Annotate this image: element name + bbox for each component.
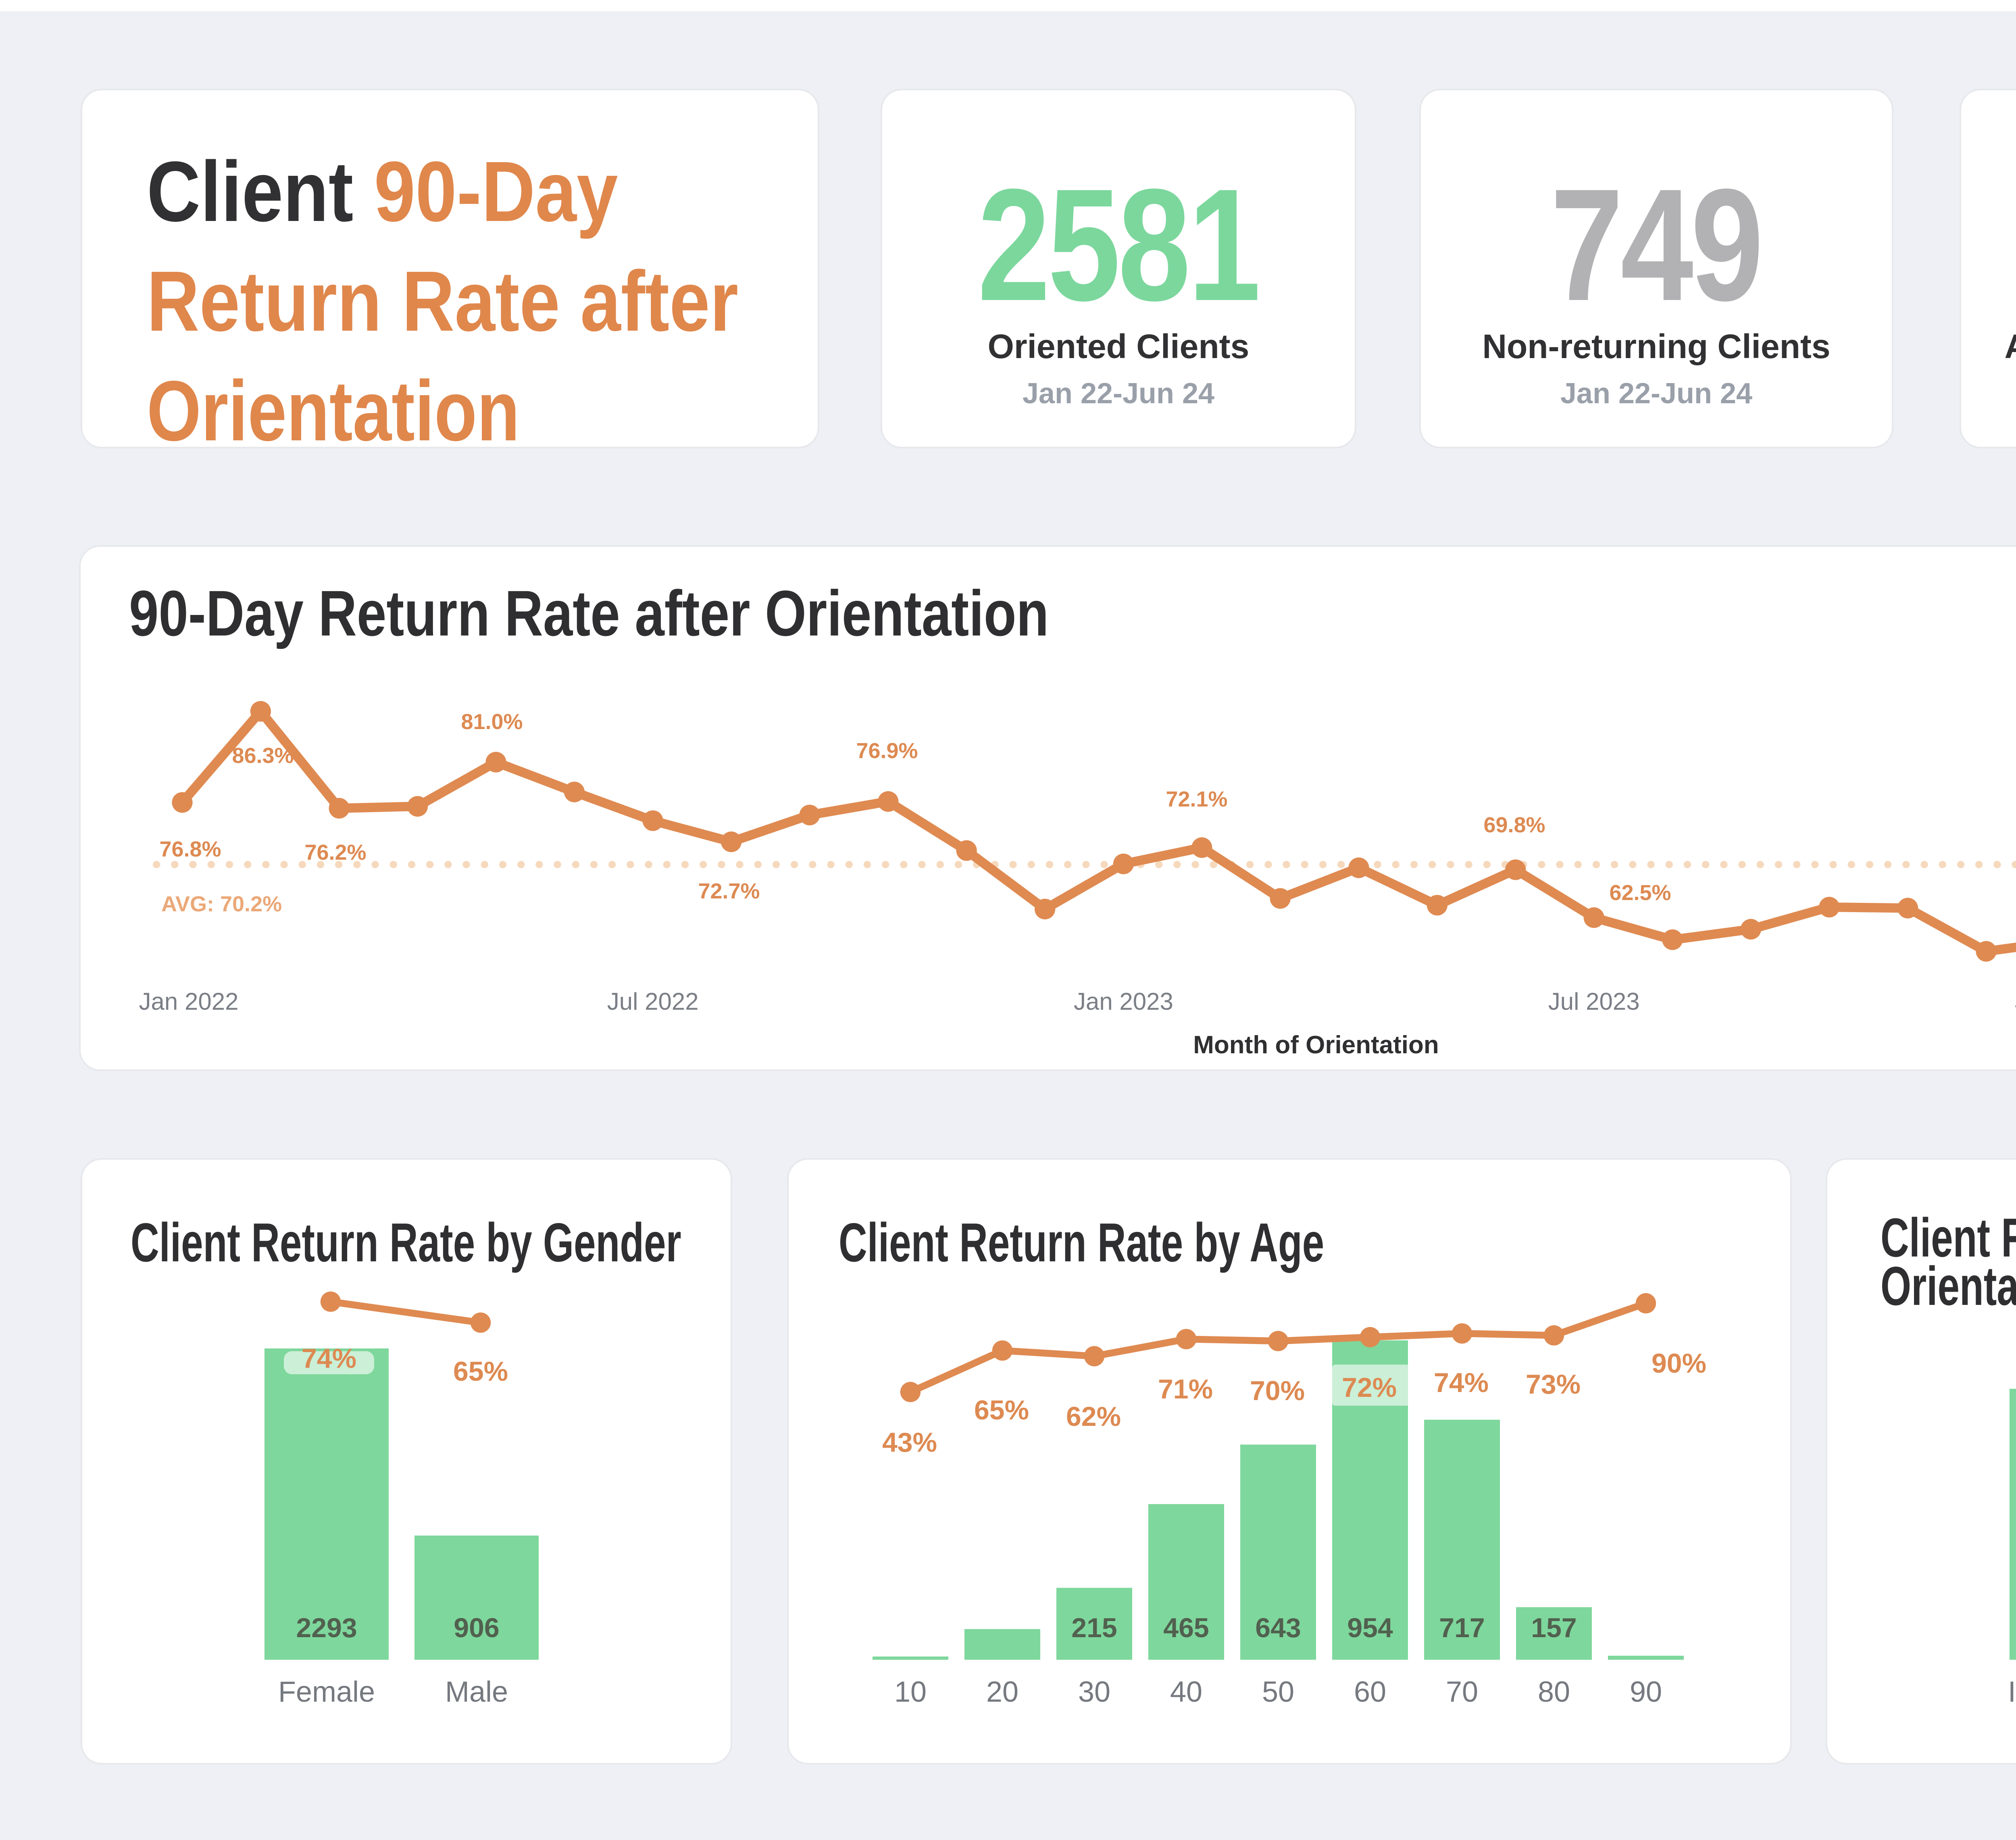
svg-text:90%: 90% — [1652, 1348, 1706, 1379]
svg-text:70: 70 — [1446, 1676, 1478, 1708]
svg-text:65%: 65% — [974, 1395, 1029, 1425]
svg-text:Jan 2023: Jan 2023 — [1074, 988, 1173, 1015]
svg-text:In-person: In-person — [2008, 1676, 2016, 1708]
svg-text:43%: 43% — [882, 1427, 937, 1458]
svg-text:954: 954 — [1347, 1613, 1393, 1643]
svg-text:80: 80 — [1538, 1676, 1570, 1708]
svg-text:62%: 62% — [1066, 1401, 1121, 1432]
svg-text:81.0%: 81.0% — [461, 710, 523, 734]
svg-text:74%: 74% — [302, 1343, 356, 1374]
svg-text:74%: 74% — [1434, 1367, 1489, 1398]
svg-text:Male: Male — [445, 1676, 508, 1708]
svg-text:2293: 2293 — [296, 1613, 357, 1643]
svg-text:Female: Female — [278, 1676, 375, 1708]
svg-text:Jan 2024: Jan 2024 — [2015, 988, 2016, 1015]
svg-text:AVG: 70.2%: AVG: 70.2% — [161, 892, 282, 916]
svg-text:72.7%: 72.7% — [698, 879, 760, 903]
svg-text:643: 643 — [1255, 1613, 1301, 1643]
svg-text:717: 717 — [1439, 1613, 1485, 1643]
svg-text:157: 157 — [1531, 1613, 1577, 1643]
svg-text:Jan 2022: Jan 2022 — [139, 988, 239, 1015]
svg-text:71%: 71% — [1158, 1374, 1213, 1404]
svg-text:Jul 2022: Jul 2022 — [607, 988, 699, 1015]
svg-text:73%: 73% — [1526, 1369, 1581, 1400]
svg-text:65%: 65% — [453, 1356, 508, 1387]
svg-text:40: 40 — [1170, 1676, 1202, 1708]
svg-text:60: 60 — [1354, 1676, 1386, 1708]
svg-text:906: 906 — [454, 1613, 499, 1643]
svg-text:50: 50 — [1262, 1676, 1294, 1708]
svg-text:215: 215 — [1071, 1613, 1117, 1643]
svg-text:70%: 70% — [1250, 1375, 1305, 1406]
svg-text:72%: 72% — [1342, 1372, 1397, 1403]
svg-text:465: 465 — [1163, 1613, 1209, 1643]
svg-text:10: 10 — [894, 1676, 927, 1708]
svg-text:20: 20 — [986, 1676, 1018, 1708]
svg-text:Jul 2023: Jul 2023 — [1548, 988, 1640, 1015]
svg-text:69.8%: 69.8% — [1483, 813, 1545, 837]
svg-text:90: 90 — [1630, 1676, 1662, 1708]
svg-text:76.9%: 76.9% — [856, 739, 918, 763]
svg-text:62.5%: 62.5% — [1609, 881, 1671, 905]
svg-text:86.3%: 86.3% — [232, 744, 294, 768]
svg-text:76.2%: 76.2% — [304, 840, 366, 865]
svg-text:72.1%: 72.1% — [1166, 787, 1227, 811]
svg-text:30: 30 — [1078, 1676, 1110, 1708]
svg-text:Month of Orientation: Month of Orientation — [1193, 1031, 1439, 1059]
svg-text:76.8%: 76.8% — [159, 837, 221, 861]
